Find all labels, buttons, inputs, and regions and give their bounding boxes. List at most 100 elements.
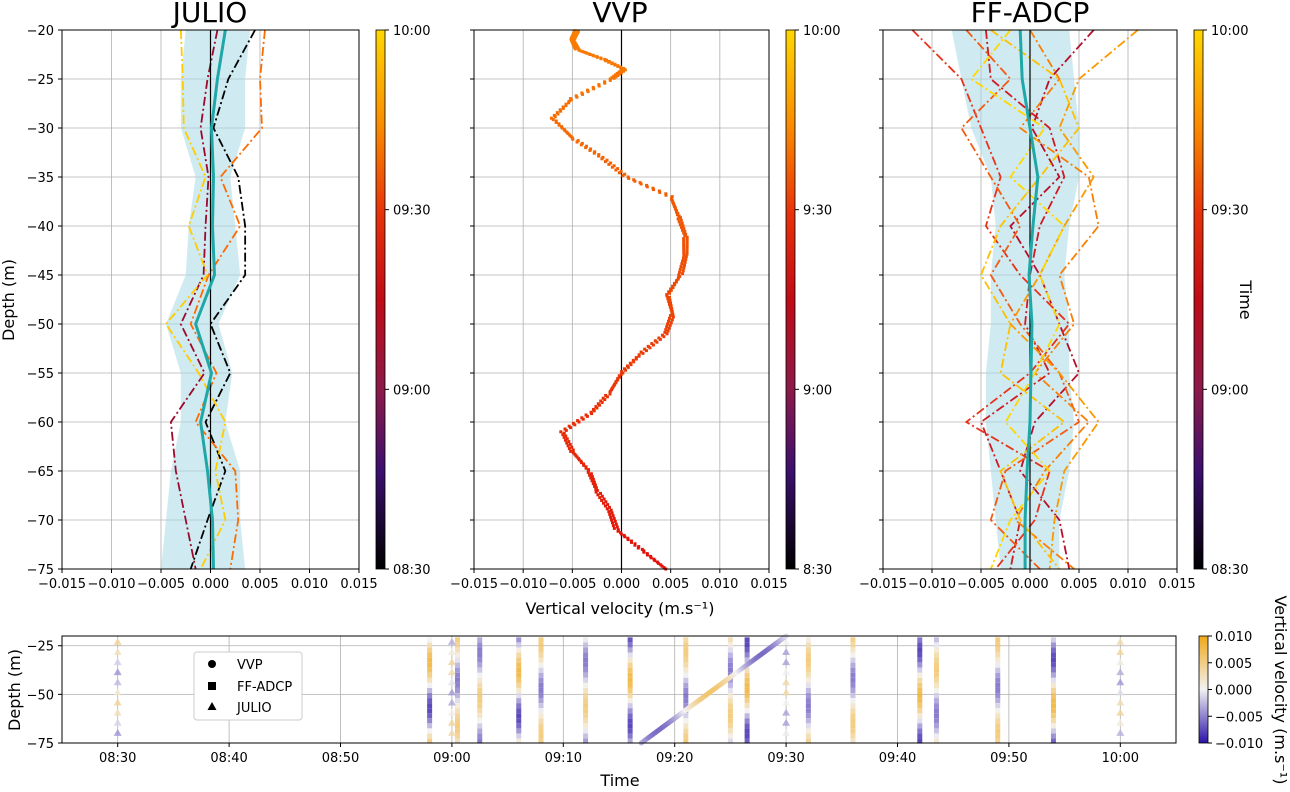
ffadcp-mark (477, 662, 483, 668)
ffadcp-mark (427, 713, 433, 719)
ffadcp-mark (516, 677, 522, 683)
ffadcp-mark (1050, 652, 1056, 658)
vvp-title: VVP (592, 0, 647, 29)
profile-line (911, 29, 1071, 570)
vvp-point (604, 58, 608, 62)
ffadcp-mark (1050, 642, 1056, 648)
ffadcp-mark (516, 672, 522, 678)
ffadcp-mark (805, 662, 811, 668)
ffadcp-mark (538, 652, 544, 658)
julio-ylabel: Depth (m) (0, 259, 18, 341)
julio-mark (1116, 658, 1125, 666)
ffadcp-mark (427, 672, 433, 678)
ffadcp-mark (744, 733, 750, 739)
ffadcp-mark (850, 657, 856, 663)
ffadcp-mark (627, 662, 633, 668)
profile-line (1014, 29, 1100, 570)
ffadcp-mark (583, 738, 589, 744)
vvp-point (622, 367, 626, 371)
y-tick-label: −25 (27, 640, 54, 655)
julio-mark (113, 637, 122, 645)
vvp-point (604, 500, 608, 504)
vvp-point (603, 504, 607, 508)
vvp-point (589, 410, 593, 414)
julio-mark (782, 647, 791, 655)
julio-colorbar-scale (375, 29, 386, 570)
vvp-point (610, 521, 614, 525)
vvp-point (600, 498, 604, 502)
ffadcp-mark (933, 647, 939, 653)
julio-mark (782, 708, 791, 716)
ffadcp-mark (850, 713, 856, 719)
julio-mark (113, 728, 122, 736)
vvp-point (567, 440, 571, 444)
ffadcp-mark (850, 652, 856, 658)
vvp-point (653, 339, 657, 343)
x-tick-label: 10:00 (1102, 751, 1139, 766)
ffadcp-mark (917, 652, 923, 658)
julio-mark (113, 678, 122, 686)
julio-x-ticks: −0.015 −0.010 −0.005 0.000 0.005 0.010 0.015 (38, 569, 378, 592)
ffadcp-mark (583, 667, 589, 673)
ffadcp-mark (850, 723, 856, 729)
ffadcp-mark (805, 672, 811, 678)
x-tick-label: 08:30 (99, 751, 136, 766)
ffadcp-mark (516, 682, 522, 688)
x-tick-label: 09:40 (879, 751, 916, 766)
ffadcp-mark (627, 733, 633, 739)
ffadcp-mark (516, 698, 522, 704)
vvp-point (668, 314, 672, 318)
x-tick-label: 08:50 (322, 751, 359, 766)
ffadcp-mark (744, 718, 750, 724)
vvp-point (603, 80, 607, 84)
x-tick-label: −0.015 (38, 577, 86, 592)
vvp-point (549, 116, 553, 120)
julio-mark (1116, 698, 1125, 706)
y-tick-label: −40 (27, 220, 54, 235)
vvp-point (596, 402, 600, 406)
ffadcp-mark (1050, 682, 1056, 688)
ffadcp-mark (995, 672, 1001, 678)
vvp-point (552, 113, 556, 117)
ffadcp-mark (805, 652, 811, 658)
ffadcp-mark (1050, 738, 1056, 744)
ffadcp-mark (1050, 708, 1056, 714)
ffadcp-mark (727, 652, 733, 658)
y-tick-label: −25 (27, 73, 54, 88)
vvp-point (683, 260, 687, 264)
ffadcp-mark (583, 718, 589, 724)
ffadcp-mark (427, 647, 433, 653)
vvp-point (681, 272, 685, 276)
vvp-point (605, 395, 609, 399)
ffadcp-mark (477, 642, 483, 648)
x-tick-label: −0.005 (137, 577, 185, 592)
ffadcp-mark (683, 687, 689, 693)
colorbar-tick-label: 0.005 (1215, 657, 1252, 672)
vvp-point (610, 61, 614, 65)
vvp-point (664, 192, 668, 196)
ffadcp-mark (727, 682, 733, 688)
vvp-colorbar-scale (785, 29, 796, 570)
ffadcp-mark (477, 728, 483, 734)
vvp-point (645, 183, 649, 187)
julio-mean-line (194, 29, 227, 570)
vvp-point (677, 220, 681, 224)
vvp-point (587, 52, 591, 56)
vvp-point (565, 130, 569, 134)
timeline-ylabel: Depth (m) (5, 649, 24, 731)
vvp-point (613, 62, 617, 66)
y-tick-label: −45 (27, 269, 54, 284)
vvp-point (682, 248, 686, 252)
ffadcp-mark (538, 738, 544, 744)
vvp-point (665, 332, 669, 336)
x-tick-label: −0.005 (548, 577, 596, 592)
ffadcp-mark (995, 677, 1001, 683)
ffadcp-mark (933, 728, 939, 734)
vvp-point (564, 434, 568, 438)
vvp-point (587, 468, 591, 472)
ffadcp-mark (627, 723, 633, 729)
vvp-point (579, 49, 583, 53)
ffadcp-mark (683, 657, 689, 663)
x-tick-label: −0.005 (957, 577, 1005, 592)
x-tick-label: 0.000 (1011, 577, 1048, 592)
